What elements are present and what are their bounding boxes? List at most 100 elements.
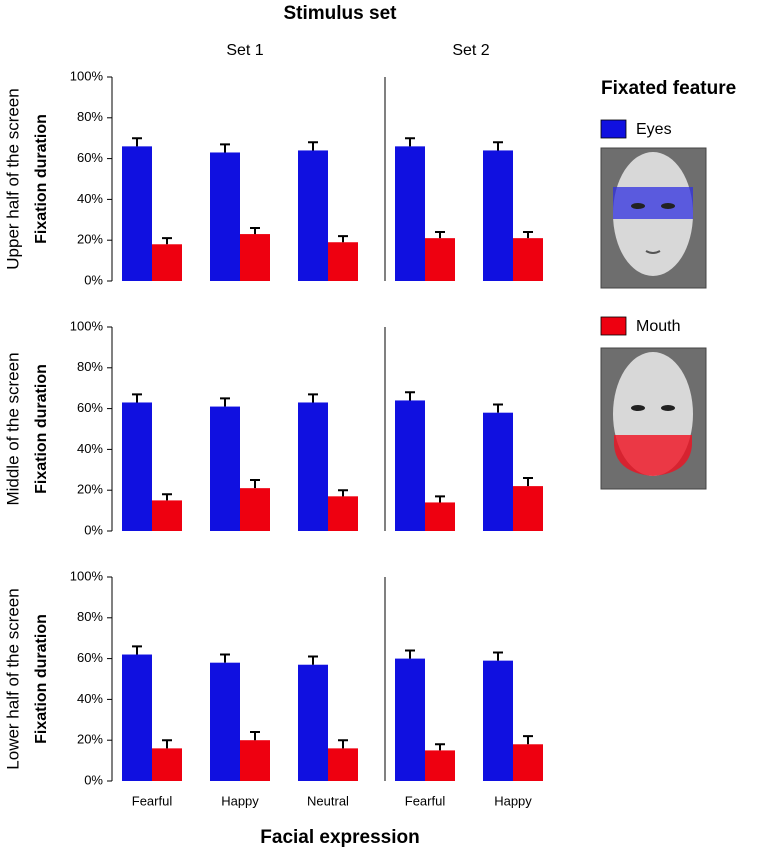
error-bar: [493, 403, 503, 413]
bar: [395, 400, 425, 531]
row-title: Upper half of the screen: [3, 88, 22, 269]
error-bar: [493, 141, 503, 151]
legend-title: Fixated feature: [601, 78, 736, 99]
error-bar: [162, 237, 172, 245]
error-bar: [132, 137, 142, 147]
bar: [483, 150, 513, 281]
error-bar: [162, 493, 172, 501]
error-bar: [220, 397, 230, 407]
error-bar: [435, 495, 445, 503]
y-tick-label: 80%: [77, 109, 103, 124]
bar: [152, 500, 182, 531]
error-bar: [220, 143, 230, 153]
bar: [425, 502, 455, 531]
y-tick-label: 100%: [70, 568, 104, 583]
y-tick-label: 0%: [84, 272, 103, 287]
y-tick-label: 60%: [77, 400, 103, 415]
y-tick-label: 0%: [84, 522, 103, 537]
bar: [298, 402, 328, 531]
bar: [395, 146, 425, 281]
face-image: [600, 147, 707, 289]
x-tick-label: Fearful: [132, 793, 173, 808]
bar: [210, 662, 240, 781]
x-axis-title: Facial expression: [260, 827, 419, 848]
bar: [483, 660, 513, 781]
error-bar: [250, 479, 260, 489]
bar: [152, 748, 182, 781]
error-bar: [220, 653, 230, 663]
y-tick-label: 100%: [70, 68, 104, 83]
bar: [210, 152, 240, 281]
bar: [395, 658, 425, 781]
y-tick-label: 60%: [77, 650, 103, 665]
bar: [240, 740, 270, 781]
row-title: Middle of the screen: [3, 352, 22, 505]
error-bar: [250, 731, 260, 741]
error-bar: [405, 649, 415, 659]
legend-swatch: [600, 119, 627, 139]
face-image: [600, 347, 707, 490]
error-bar: [308, 655, 318, 665]
error-bar: [338, 739, 348, 749]
y-tick-label: 80%: [77, 609, 103, 624]
column-title: Set 2: [452, 42, 489, 59]
bar: [298, 664, 328, 781]
column-title: Set 1: [226, 42, 263, 59]
y-tick-label: 20%: [77, 732, 103, 747]
y-tick-label: 40%: [77, 441, 103, 456]
bar: [122, 654, 152, 781]
bar: [122, 146, 152, 281]
error-bar: [132, 393, 142, 403]
y-tick-label: 0%: [84, 772, 103, 787]
bar: [240, 488, 270, 531]
y-tick-label: 20%: [77, 482, 103, 497]
bar: [513, 238, 543, 281]
bar: [513, 744, 543, 781]
error-bar: [405, 137, 415, 147]
error-bar: [162, 739, 172, 749]
legend-label: Eyes: [636, 121, 672, 138]
error-bar: [250, 226, 260, 235]
figure-title: Stimulus set: [284, 3, 398, 24]
x-tick-label: Fearful: [405, 793, 446, 808]
error-bar: [308, 393, 318, 403]
bar: [328, 242, 358, 281]
bar: [328, 496, 358, 531]
bar: [328, 748, 358, 781]
row-title: Lower half of the screen: [3, 588, 22, 769]
error-bar: [493, 651, 503, 661]
x-tick-label: Happy: [221, 793, 259, 808]
bar: [425, 238, 455, 281]
bar: [210, 406, 240, 531]
y-tick-label: 60%: [77, 150, 103, 165]
error-bar: [523, 476, 533, 487]
bar: [425, 750, 455, 781]
error-bar: [523, 231, 533, 239]
error-bar: [435, 743, 445, 751]
bar: [298, 150, 328, 281]
bar: [483, 412, 513, 531]
legend-swatch: [600, 316, 627, 336]
y-tick-label: 40%: [77, 191, 103, 206]
y-axis-title: Fixation duration: [33, 614, 50, 744]
x-tick-label: Neutral: [307, 793, 349, 808]
error-bar: [338, 235, 348, 243]
y-tick-label: 80%: [77, 359, 103, 374]
bar: [513, 486, 543, 531]
bar: [152, 244, 182, 281]
y-tick-label: 100%: [70, 318, 104, 333]
error-bar: [308, 141, 318, 151]
y-axis-title: Fixation duration: [33, 114, 50, 244]
error-bar: [338, 489, 348, 497]
legend-label: Mouth: [636, 318, 680, 335]
y-tick-label: 20%: [77, 232, 103, 247]
y-tick-label: 40%: [77, 691, 103, 706]
error-bar: [523, 735, 533, 745]
bar: [122, 402, 152, 531]
y-axis-title: Fixation duration: [33, 364, 50, 494]
error-bar: [405, 391, 415, 401]
error-bar: [435, 231, 445, 239]
x-tick-label: Happy: [494, 793, 532, 808]
bar: [240, 234, 270, 281]
